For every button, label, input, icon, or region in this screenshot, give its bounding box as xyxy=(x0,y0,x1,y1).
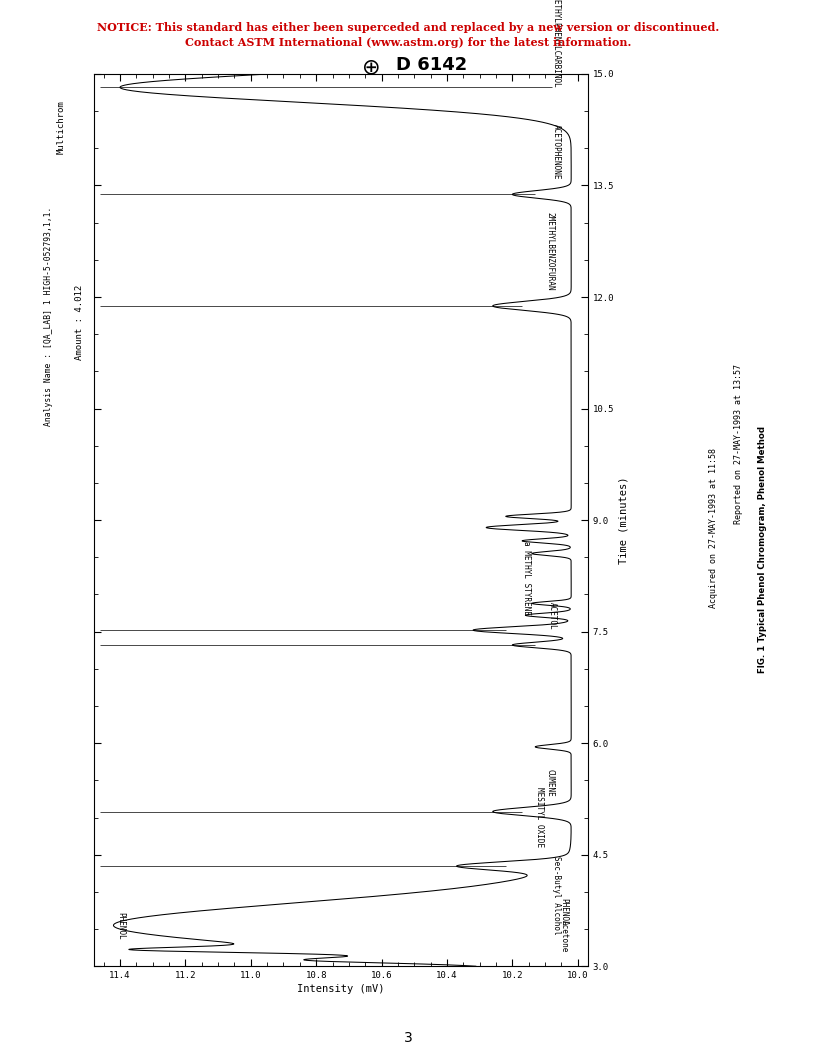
Text: Acquired on 27-MAY-1993 at 11:58: Acquired on 27-MAY-1993 at 11:58 xyxy=(709,448,719,608)
Text: DIMETHYLPHENYLCARBINOL: DIMETHYLPHENYLCARBINOL xyxy=(552,0,561,88)
Text: PHENOL: PHENOL xyxy=(117,912,126,940)
Text: ⊕: ⊕ xyxy=(362,57,380,77)
Text: MESITYL OXIDE: MESITYL OXIDE xyxy=(535,787,544,847)
Y-axis label: Time (minutes): Time (minutes) xyxy=(618,476,628,564)
Text: Analysis Name : [QA_LAB] 1 HIGH-5-052793,1,1.: Analysis Name : [QA_LAB] 1 HIGH-5-052793… xyxy=(44,207,54,427)
Text: ACETOPHENONE: ACETOPHENONE xyxy=(552,124,561,180)
Text: FIG. 1 Typical Phenol Chromogram, Phenol Method: FIG. 1 Typical Phenol Chromogram, Phenol… xyxy=(758,426,768,673)
Text: Amount : 4.012: Amount : 4.012 xyxy=(75,284,85,360)
Text: Multichrom: Multichrom xyxy=(56,100,66,153)
Text: PHENOL: PHENOL xyxy=(560,898,569,925)
Text: CUMENE: CUMENE xyxy=(545,769,554,796)
Text: NOTICE: This standard has either been superceded and replaced by a new version o: NOTICE: This standard has either been su… xyxy=(97,22,719,33)
Text: a METHYL STYRENE: a METHYL STYRENE xyxy=(522,542,531,616)
Text: ACETOL: ACETOL xyxy=(548,602,557,630)
Text: Acetone: Acetone xyxy=(560,921,569,953)
Text: 3: 3 xyxy=(404,1032,412,1045)
X-axis label: Intensity (mV): Intensity (mV) xyxy=(297,984,384,995)
Text: Reported on 27-MAY-1993 at 13:57: Reported on 27-MAY-1993 at 13:57 xyxy=(734,363,743,524)
Text: 2METHYLBENZOFURAN: 2METHYLBENZOFURAN xyxy=(545,212,554,291)
Text: D 6142: D 6142 xyxy=(396,56,467,74)
Text: Sec-Butyl Alcohol: Sec-Butyl Alcohol xyxy=(552,856,561,935)
Text: Contact ASTM International (www.astm.org) for the latest information.: Contact ASTM International (www.astm.org… xyxy=(184,37,632,48)
